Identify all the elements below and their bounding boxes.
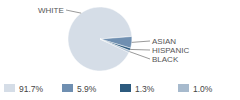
slice-label: HISPANIC (152, 46, 189, 55)
legend-label: 5.9% (77, 84, 97, 94)
slice-label: WHITE (38, 6, 64, 15)
leader-line (130, 49, 150, 51)
legend-swatch (62, 84, 73, 92)
legend-label: 91.7% (19, 84, 44, 94)
legend-swatch (4, 84, 15, 92)
legend-swatch (120, 84, 131, 92)
slice-label: ASIAN (152, 37, 176, 46)
legend-label: 1.3% (135, 84, 155, 94)
leader-line (66, 10, 81, 13)
legend: 91.7% 5.9% 1.3% 1.0% (4, 84, 213, 94)
chart: WHITE ASIANHISPANICBLACK 91.7% 5.9% 1.3% 1.0% (0, 0, 240, 100)
leader-line (132, 41, 150, 42)
leader-line (129, 52, 150, 59)
slice (100, 39, 130, 53)
legend-label: 1.0% (193, 84, 213, 94)
slice (68, 7, 132, 71)
slice-label: BLACK (152, 55, 179, 64)
legend-swatch (178, 84, 189, 92)
pie (68, 7, 132, 71)
